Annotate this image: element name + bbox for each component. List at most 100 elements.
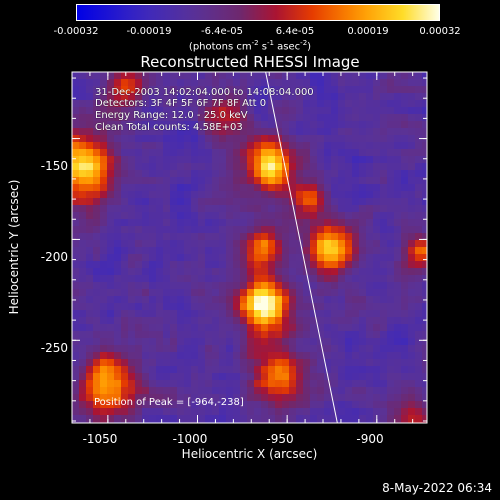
heatmap-cell [310, 331, 317, 338]
heatmap-cell [289, 289, 296, 296]
heatmap-cell [226, 359, 233, 366]
heatmap-cell [135, 324, 142, 331]
heatmap-cell [233, 303, 240, 310]
heatmap-cell [226, 156, 233, 163]
heatmap-cell [177, 170, 184, 177]
heatmap-cell [289, 93, 296, 100]
heatmap-cell [79, 275, 86, 282]
heatmap-cell [247, 331, 254, 338]
heatmap-cell [415, 387, 422, 394]
heatmap-cell [121, 100, 128, 107]
heatmap-cell [79, 331, 86, 338]
heatmap-cell [324, 317, 331, 324]
heatmap-cell [149, 93, 156, 100]
heatmap-cell [380, 163, 387, 170]
heatmap-cell [149, 205, 156, 212]
heatmap-cell [170, 177, 177, 184]
heatmap-cell [373, 268, 380, 275]
heatmap-cell [422, 366, 427, 373]
heatmap-cell [100, 219, 107, 226]
heatmap-cell [359, 198, 366, 205]
heatmap-cell [93, 310, 100, 317]
heatmap-cell [142, 205, 149, 212]
heatmap-cell [100, 212, 107, 219]
heatmap-cell [233, 107, 240, 114]
heatmap-cell [184, 366, 191, 373]
heatmap-cell [352, 107, 359, 114]
heatmap-cell [303, 247, 310, 254]
heatmap-cell [233, 86, 240, 93]
heatmap-cell [219, 135, 226, 142]
heatmap-cell [282, 135, 289, 142]
heatmap-cell [156, 380, 163, 387]
heatmap-cell [310, 359, 317, 366]
heatmap-cell [254, 212, 261, 219]
heatmap-cell [317, 107, 324, 114]
heatmap-cell [149, 170, 156, 177]
heatmap-cell [296, 163, 303, 170]
heatmap-cell [261, 163, 268, 170]
heatmap-cell [401, 233, 408, 240]
heatmap-cell [401, 324, 408, 331]
heatmap-cell [205, 177, 212, 184]
heatmap-cell [268, 380, 275, 387]
heatmap-cell [345, 135, 352, 142]
heatmap-cell [170, 366, 177, 373]
heatmap-cell [240, 317, 247, 324]
heatmap-cell [170, 156, 177, 163]
heatmap-cell [72, 289, 79, 296]
heatmap-cell [317, 191, 324, 198]
heatmap-cell [380, 296, 387, 303]
heatmap-cell [121, 72, 128, 79]
heatmap-cell [408, 345, 415, 352]
heatmap-cell [289, 380, 296, 387]
heatmap-cell [135, 310, 142, 317]
heatmap-cell [352, 156, 359, 163]
heatmap-cell [212, 156, 219, 163]
heatmap-cell [107, 401, 114, 408]
heatmap-cell [121, 163, 128, 170]
heatmap-cell [226, 226, 233, 233]
heatmap-cell [352, 86, 359, 93]
heatmap-cell [324, 184, 331, 191]
heatmap-cell [254, 226, 261, 233]
heatmap-cell [282, 317, 289, 324]
heatmap-cell [107, 128, 114, 135]
heatmap-cell [261, 233, 268, 240]
heatmap-cell [205, 233, 212, 240]
heatmap-cell [212, 387, 219, 394]
heatmap-cell [72, 394, 79, 401]
heatmap-cell [163, 128, 170, 135]
heatmap-cell [296, 394, 303, 401]
heatmap-cell [170, 275, 177, 282]
heatmap-cell [149, 135, 156, 142]
heatmap-cell [310, 149, 317, 156]
heatmap-cell [128, 303, 135, 310]
heatmap-cell [310, 275, 317, 282]
heatmap-cell [254, 261, 261, 268]
heatmap-cell [149, 373, 156, 380]
heatmap-cell [191, 324, 198, 331]
heatmap-cell [296, 296, 303, 303]
heatmap-cell [240, 331, 247, 338]
heatmap-cell [261, 261, 268, 268]
heatmap-cell [366, 261, 373, 268]
heatmap-cell [408, 240, 415, 247]
heatmap-cell [352, 219, 359, 226]
heatmap-cell [366, 415, 373, 422]
heatmap-cell [72, 93, 79, 100]
heatmap-cell [121, 156, 128, 163]
heatmap-cell [331, 303, 338, 310]
heatmap-cell [79, 107, 86, 114]
heatmap-cell [324, 107, 331, 114]
heatmap-cell [198, 72, 205, 79]
heatmap-cell [275, 401, 282, 408]
heatmap-cell [128, 72, 135, 79]
heatmap-cell [275, 219, 282, 226]
heatmap-cell [163, 205, 170, 212]
heatmap-cell [366, 100, 373, 107]
heatmap-cell [212, 310, 219, 317]
heatmap-cell [324, 177, 331, 184]
heatmap-cell [338, 387, 345, 394]
heatmap-cell [184, 408, 191, 415]
